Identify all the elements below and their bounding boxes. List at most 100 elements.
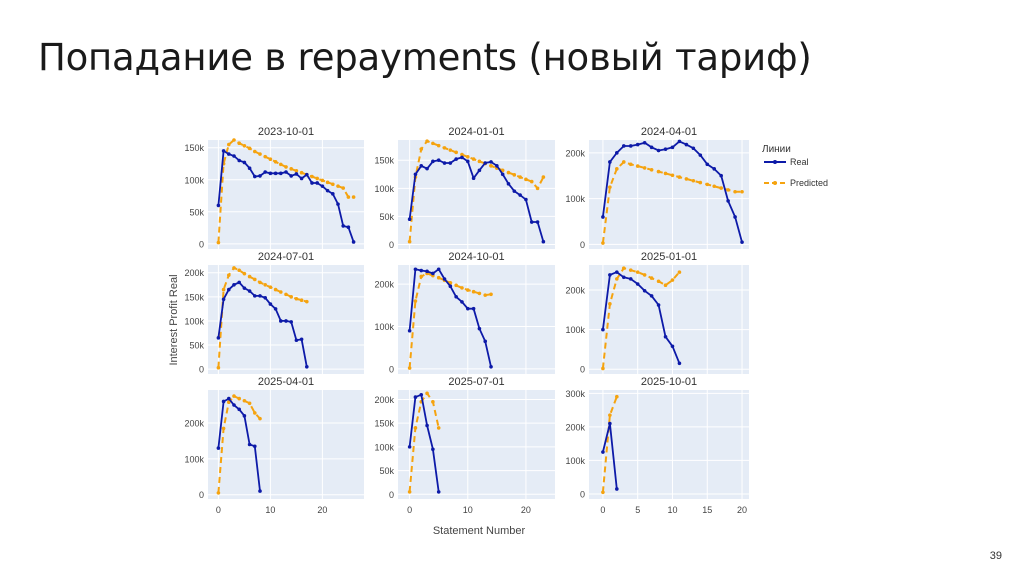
plot-area xyxy=(208,390,364,499)
y-tick-label: 50k xyxy=(189,207,204,217)
predicted-point xyxy=(601,241,605,245)
predicted-point xyxy=(677,270,682,274)
real-point xyxy=(436,267,441,272)
real-point xyxy=(413,172,418,177)
predicted-point xyxy=(407,239,412,244)
real-point xyxy=(740,240,744,244)
real-point xyxy=(242,414,247,418)
real-point xyxy=(305,364,309,369)
predicted-point xyxy=(263,154,268,159)
panel-title: 2025-04-01 xyxy=(258,376,314,388)
real-point xyxy=(535,220,540,224)
panel-title: 2024-10-01 xyxy=(448,251,504,263)
predicted-point xyxy=(615,277,619,281)
predicted-point xyxy=(726,188,730,192)
real-point xyxy=(670,344,675,349)
predicted-point xyxy=(684,177,689,181)
real-point xyxy=(232,282,236,287)
real-point xyxy=(263,170,268,174)
predicted-point xyxy=(448,148,453,152)
predicted-point xyxy=(477,291,482,296)
page-number: 39 xyxy=(989,550,1002,562)
real-point xyxy=(442,277,447,281)
y-tick-label: 150k xyxy=(184,292,204,302)
predicted-point xyxy=(258,416,262,421)
predicted-point xyxy=(351,195,356,199)
real-point xyxy=(247,289,252,293)
predicted-point xyxy=(670,278,675,282)
predicted-line xyxy=(601,160,742,244)
predicted-point xyxy=(656,279,661,284)
real-point xyxy=(663,334,668,339)
legend: Линии Real Predicted xyxy=(762,144,828,188)
real-point xyxy=(237,407,241,412)
predicted-point xyxy=(740,189,744,194)
real-point xyxy=(454,295,458,299)
real-point xyxy=(442,161,447,165)
panel-title: 2024-04-01 xyxy=(641,126,697,138)
predicted-point xyxy=(442,146,447,150)
x-axis-label: Statement Number xyxy=(433,525,526,537)
y-tick-label: 0 xyxy=(389,364,394,374)
real-point xyxy=(642,288,647,293)
predicted-point xyxy=(279,290,283,294)
predicted-point xyxy=(608,302,612,306)
real-point xyxy=(253,294,257,298)
real-point xyxy=(512,189,517,193)
predicted-point xyxy=(237,141,241,146)
real-point xyxy=(628,144,633,148)
real-point xyxy=(621,144,626,148)
plot-area xyxy=(208,140,364,249)
real-point xyxy=(448,284,453,289)
real-point xyxy=(431,447,435,452)
real-point xyxy=(315,181,320,185)
predicted-point xyxy=(425,139,429,143)
real-point xyxy=(227,152,231,156)
predicted-point xyxy=(216,491,221,495)
y-tick-label: 0 xyxy=(199,365,204,375)
predicted-point xyxy=(642,273,647,277)
real-point xyxy=(320,184,325,188)
real-point xyxy=(436,158,441,163)
real-point xyxy=(448,161,453,165)
predicted-point xyxy=(216,240,221,245)
real-point xyxy=(698,153,703,157)
predicted-point xyxy=(232,266,236,270)
y-tick-label: 150k xyxy=(374,419,394,429)
legend-marker-real xyxy=(773,160,777,164)
real-point xyxy=(726,199,730,203)
predicted-point xyxy=(460,286,464,290)
y-tick-label: 300k xyxy=(565,389,585,399)
real-point xyxy=(216,446,221,450)
predicted-point xyxy=(341,186,346,190)
predicted-point xyxy=(656,169,661,174)
real-point xyxy=(489,160,493,164)
predicted-point xyxy=(407,366,412,370)
real-point xyxy=(712,167,717,171)
y-tick-label: 100k xyxy=(374,442,394,452)
predicted-point xyxy=(677,175,682,179)
real-point xyxy=(615,151,619,155)
x-tick-label: 20 xyxy=(737,505,747,515)
predicted-line xyxy=(601,396,618,493)
predicted-point xyxy=(237,396,241,401)
predicted-point xyxy=(541,175,546,179)
predicted-point xyxy=(712,184,717,189)
y-tick-label: 200k xyxy=(184,268,204,278)
predicted-point xyxy=(221,426,226,431)
real-point xyxy=(642,140,647,145)
predicted-line xyxy=(408,391,440,492)
predicted-point xyxy=(663,171,668,176)
predicted-point xyxy=(698,180,703,185)
predicted-point xyxy=(247,146,252,151)
real-point xyxy=(351,240,356,244)
real-point xyxy=(268,302,273,306)
predicted-point xyxy=(454,283,458,288)
y-tick-label: 100k xyxy=(184,175,204,185)
real-point xyxy=(684,142,689,147)
y-tick-label: 0 xyxy=(580,489,585,499)
predicted-point xyxy=(535,186,540,191)
real-point xyxy=(299,176,304,181)
real-point xyxy=(227,287,231,292)
real-point xyxy=(691,146,696,151)
